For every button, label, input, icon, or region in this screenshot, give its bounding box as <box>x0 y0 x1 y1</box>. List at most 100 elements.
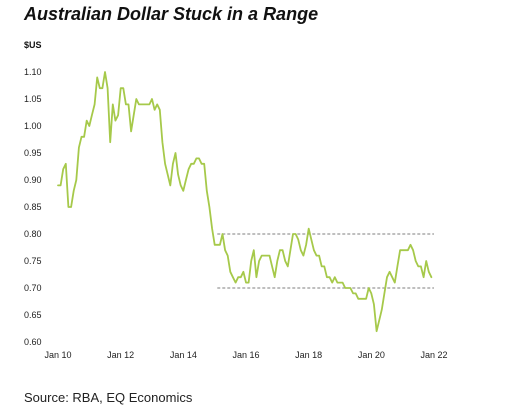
data-point <box>65 163 66 164</box>
data-point <box>248 282 249 283</box>
data-point <box>128 104 129 105</box>
data-point <box>151 98 152 99</box>
data-point <box>170 185 171 186</box>
data-point <box>332 282 333 283</box>
data-point <box>376 331 377 332</box>
data-point <box>110 142 111 143</box>
data-point <box>214 244 215 245</box>
data-point <box>227 255 228 256</box>
data-point <box>196 158 197 159</box>
data-point <box>292 233 293 234</box>
y-tick-label: 1.10 <box>24 67 42 77</box>
data-point <box>413 250 414 251</box>
data-point <box>217 244 218 245</box>
data-point <box>219 244 220 245</box>
data-point <box>164 163 165 164</box>
data-point <box>321 266 322 267</box>
data-point <box>298 239 299 240</box>
data-point <box>225 250 226 251</box>
data-point <box>418 266 419 267</box>
data-point <box>397 266 398 267</box>
data-point <box>279 250 280 251</box>
data-point <box>76 179 77 180</box>
data-point <box>266 255 267 256</box>
data-point <box>146 104 147 105</box>
aud-usd-series-line <box>57 71 433 333</box>
data-point <box>60 185 61 186</box>
data-point <box>392 277 393 278</box>
data-point <box>274 277 275 278</box>
data-point <box>305 244 306 245</box>
data-point <box>339 282 340 283</box>
x-tick-label: Jan 10 <box>44 350 71 360</box>
data-point <box>261 255 262 256</box>
data-point <box>253 250 254 251</box>
data-point <box>97 77 98 78</box>
data-point <box>94 104 95 105</box>
data-point <box>384 293 385 294</box>
data-point <box>86 120 87 121</box>
data-point <box>70 206 71 207</box>
data-point <box>191 163 192 164</box>
data-point <box>63 169 64 170</box>
data-point <box>120 88 121 89</box>
data-point <box>198 158 199 159</box>
data-point <box>138 104 139 105</box>
data-point <box>420 266 421 267</box>
data-point <box>245 282 246 283</box>
data-point <box>180 185 181 186</box>
data-point <box>104 71 105 72</box>
data-point <box>366 298 367 299</box>
data-point <box>84 136 85 137</box>
data-point <box>73 190 74 191</box>
x-tick-label: Jan 20 <box>358 350 385 360</box>
data-point <box>240 277 241 278</box>
data-point <box>144 104 145 105</box>
data-point <box>402 250 403 251</box>
data-point <box>405 250 406 251</box>
data-point <box>99 88 100 89</box>
data-point <box>78 147 79 148</box>
data-point <box>141 104 142 105</box>
data-point <box>368 287 369 288</box>
data-point <box>125 104 126 105</box>
y-axis-unit-label: $US <box>24 40 42 50</box>
data-point <box>167 174 168 175</box>
data-point <box>277 260 278 261</box>
data-point <box>326 277 327 278</box>
data-point <box>386 277 387 278</box>
y-tick-label: 1.05 <box>24 94 42 104</box>
data-point <box>410 244 411 245</box>
chart-title: Australian Dollar Stuck in a Range <box>24 4 319 24</box>
data-point <box>316 255 317 256</box>
data-point <box>345 287 346 288</box>
data-point <box>188 169 189 170</box>
data-point <box>185 179 186 180</box>
data-point <box>89 125 90 126</box>
y-tick-label: 0.65 <box>24 310 42 320</box>
data-point <box>133 115 134 116</box>
data-point <box>431 277 432 278</box>
data-point <box>256 277 257 278</box>
data-point <box>311 239 312 240</box>
data-point <box>102 88 103 89</box>
data-point <box>243 271 244 272</box>
data-point <box>183 190 184 191</box>
data-point <box>175 152 176 153</box>
y-tick-label: 0.80 <box>24 229 42 239</box>
data-point <box>282 250 283 251</box>
data-point <box>251 260 252 261</box>
x-tick-label: Jan 14 <box>170 350 197 360</box>
data-point <box>123 88 124 89</box>
data-point <box>68 206 69 207</box>
data-point <box>389 271 390 272</box>
data-point <box>91 115 92 116</box>
data-point <box>157 104 158 105</box>
data-point <box>394 282 395 283</box>
data-point <box>287 266 288 267</box>
data-point <box>159 109 160 110</box>
data-point <box>264 255 265 256</box>
data-point <box>342 282 343 283</box>
data-point <box>290 250 291 251</box>
